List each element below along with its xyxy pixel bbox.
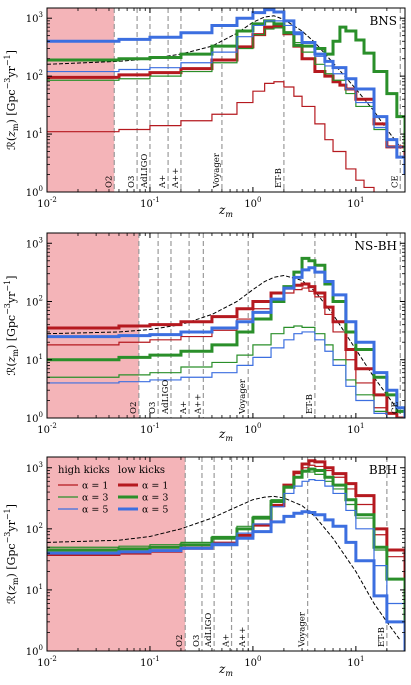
detector-label: A+ — [222, 634, 232, 648]
series-line-green-high — [47, 325, 405, 418]
axes-frame — [46, 456, 406, 652]
detector-label: O2 — [129, 402, 139, 414]
x-tick-label: 101 — [347, 196, 364, 210]
chart-panel-bns: O2 O3 AdLIGO A+ A++ Voyager ET-B CE 10-2 10-1 100 1… — [3, 7, 406, 219]
series-line-blue-low — [47, 8, 405, 175]
x-tick-label: 100 — [244, 422, 261, 436]
detector-label: A++ — [193, 394, 203, 415]
x-tick-label: 10-1 — [140, 655, 160, 669]
series-line-red-high — [47, 81, 375, 192]
panel-label: NS-BH — [355, 239, 398, 253]
detector-label: CE — [390, 401, 400, 414]
detector-label: A+ — [158, 175, 168, 189]
y-tick-label: 101 — [26, 127, 43, 141]
legend-entry-low: α = 5 — [142, 505, 168, 516]
series-line-blue-high — [47, 331, 405, 418]
detector-label: A+ — [179, 401, 189, 415]
x-tick-label: 10-1 — [140, 422, 160, 436]
detector-label: A++ — [238, 627, 248, 648]
axes-frame — [46, 232, 406, 419]
plot-area — [47, 8, 405, 192]
legend-entry-low: α = 3 — [142, 493, 168, 504]
series-line-red-low — [47, 282, 405, 418]
detector-label: A++ — [171, 168, 181, 189]
x-tick-label: 10-2 — [37, 422, 57, 436]
plot-area — [47, 457, 405, 651]
x-axis-label: zm — [218, 203, 233, 219]
y-tick-label: 102 — [26, 69, 43, 83]
panel-label: BNS — [369, 14, 397, 28]
reference-curve — [47, 274, 401, 414]
y-axis-label: ℛ(zm) [Gpc−3yr−1] — [3, 276, 20, 376]
x-tick-label: 101 — [347, 422, 364, 436]
legend-entry-low: α = 1 — [142, 481, 168, 492]
x-tick-label: 100 — [244, 655, 261, 669]
detector-label: Voyager — [212, 152, 222, 189]
x-tick-label: 101 — [347, 655, 364, 669]
series-line-blue-low — [47, 510, 405, 651]
y-axis-label: ℛ(zm) [Gpc−3yr−1] — [3, 50, 20, 150]
detector-label: O3 — [127, 176, 137, 188]
detector-label: O3 — [192, 635, 202, 647]
y-tick-label: 100 — [26, 185, 43, 199]
y-tick-label: 100 — [26, 411, 43, 425]
y-tick-label: 103 — [26, 461, 43, 475]
series-line-green-low — [47, 19, 405, 152]
legend-title-high: high kicks — [58, 465, 110, 476]
legend-entry-high: α = 1 — [82, 481, 108, 492]
x-tick-label: 100 — [244, 196, 261, 210]
x-axis-label: zm — [218, 662, 233, 678]
y-axis-label: ℛ(zm) [Gpc−3yr−1] — [3, 504, 20, 604]
detector-label: ET-B — [305, 394, 315, 414]
axes-frame — [46, 7, 406, 193]
legend-title-low: low kicks — [118, 465, 165, 476]
x-tick-label: 10-2 — [37, 196, 57, 210]
y-tick-label: 100 — [26, 644, 43, 658]
legend-entry-high: α = 3 — [82, 493, 108, 504]
detector-label: AdLIGO — [140, 154, 150, 189]
chart-panel-ns-bh: O2 O3 AdLIGO A+ A++ Voyager ET-B CE 10-2 10-1 100 1… — [3, 232, 406, 443]
series-line-green-low — [47, 467, 405, 622]
y-tick-label: 103 — [26, 236, 43, 250]
series-line-blue-low — [47, 266, 405, 418]
panel-label: BBH — [369, 463, 397, 477]
detector-label: O2 — [175, 635, 185, 647]
detector-label: ET-B — [274, 168, 284, 188]
reference-curve — [47, 15, 401, 148]
detector-label: AdLIGO — [161, 380, 171, 415]
y-tick-label: 101 — [26, 583, 43, 597]
detector-label: Voyager — [238, 378, 248, 415]
detector-label: AdLIGO — [204, 613, 214, 648]
y-tick-label: 101 — [26, 353, 43, 367]
x-tick-label: 10-2 — [37, 655, 57, 669]
reference-curve — [47, 495, 401, 641]
x-axis-label: zm — [218, 427, 233, 443]
chart-panel-bbh: O2 O3 AdLIGO A+ A++ Voyager ET-B 10-2 10-1 100 101… — [3, 456, 406, 678]
shaded-region — [47, 8, 115, 192]
y-tick-label: 103 — [26, 11, 43, 25]
y-tick-label: 102 — [26, 295, 43, 309]
legend-entry-high: α = 5 — [82, 505, 108, 516]
detector-label: CE — [390, 175, 400, 188]
plot-area — [47, 233, 405, 418]
y-tick-label: 102 — [26, 522, 43, 536]
detector-label: O2 — [104, 176, 114, 188]
detector-label: ET-B — [377, 627, 387, 647]
detector-label: O3 — [148, 402, 158, 414]
x-tick-label: 10-1 — [140, 196, 160, 210]
detector-label: Voyager — [298, 611, 308, 648]
